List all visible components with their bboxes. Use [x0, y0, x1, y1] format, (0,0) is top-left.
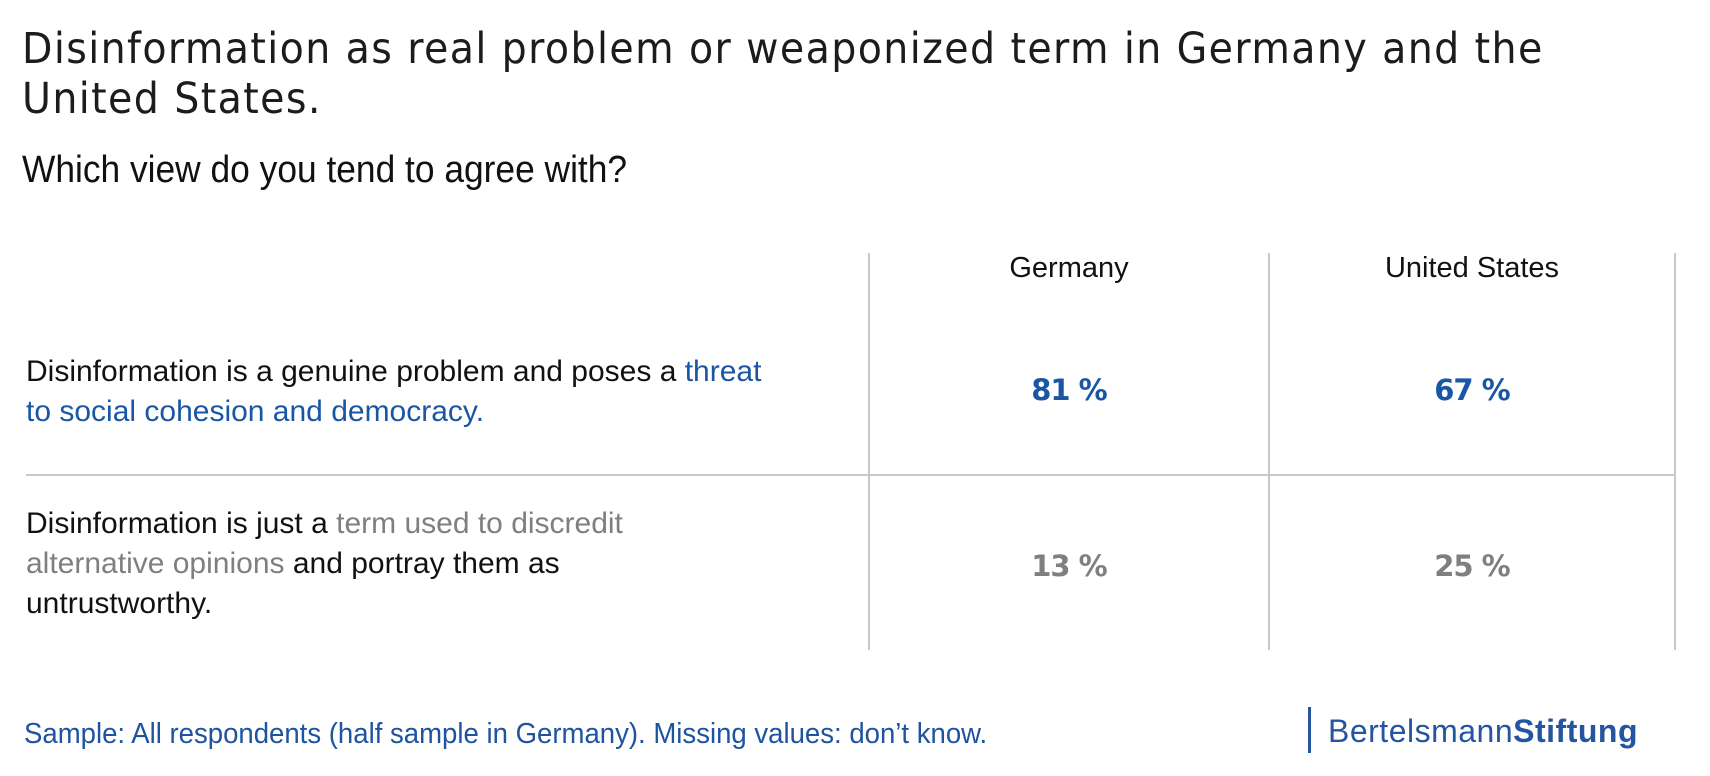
column-header-united-states: United States [1384, 252, 1560, 284]
row-label-text: Disinformation is just a [26, 507, 337, 540]
row-label-genuine-problem: Disinformation is a genuine problem and … [26, 352, 786, 432]
grid-line-vertical-1 [868, 253, 870, 650]
grid-line-vertical-3 [1674, 253, 1676, 650]
grid-line-vertical-2 [1268, 253, 1270, 650]
logo-bar [1308, 707, 1311, 753]
row-label-highlight: threat to social cohesion and democracy. [26, 355, 762, 428]
bertelsmann-stiftung-logo: BertelsmannStiftung [1328, 711, 1638, 751]
chart-title: Disinformation as real problem or weapon… [22, 24, 1544, 124]
value-germany-genuine-problem: 81 % [1031, 373, 1108, 407]
chart-subtitle: Which view do you tend to agree with? [22, 149, 628, 191]
value-us-genuine-problem: 67 % [1434, 373, 1511, 407]
row-label-weaponized-term: Disinformation is just a term used to di… [26, 504, 746, 624]
footnote: Sample: All respondents (half sample in … [24, 718, 988, 750]
logo-regular: Bertelsmann [1328, 713, 1514, 749]
row-label-highlight: term used to discredit alternative opini… [26, 507, 623, 580]
logo-bold: Stiftung [1513, 713, 1638, 749]
value-us-weaponized-term: 25 % [1434, 549, 1511, 583]
row-label-text: Disinformation is a genuine problem and … [26, 355, 685, 388]
row-label-text: and portray them as untrustworthy. [26, 547, 560, 620]
grid-line-horizontal [26, 474, 1676, 476]
column-header-germany: Germany [1009, 252, 1129, 284]
value-germany-weaponized-term: 13 % [1031, 549, 1108, 583]
